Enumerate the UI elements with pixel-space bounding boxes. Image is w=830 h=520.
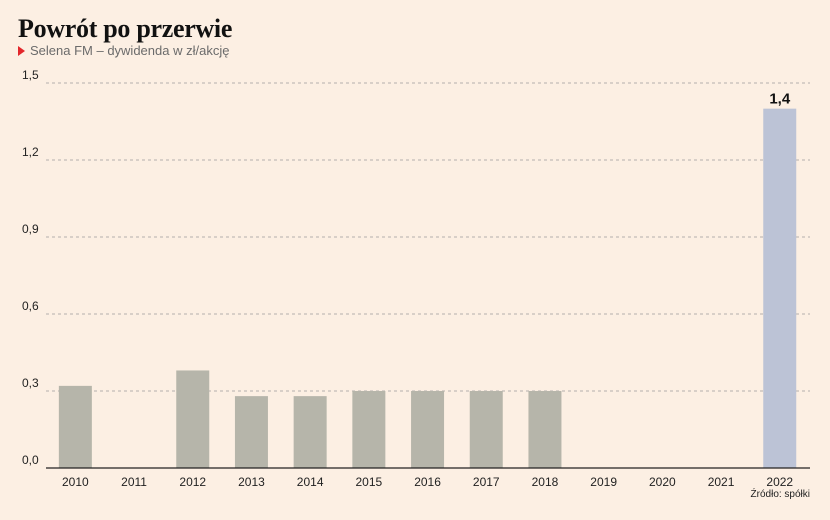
x-tick-label: 2010: [62, 475, 89, 489]
bar-2017: [469, 391, 503, 468]
y-tick-label: 0,3: [22, 376, 39, 390]
bar-2015: [352, 391, 386, 468]
y-tick-label: 1,2: [22, 145, 39, 159]
x-tick-label: 2017: [473, 475, 500, 489]
source-note: Źródło: spółki: [750, 489, 810, 500]
x-tick-label: 2020: [649, 475, 676, 489]
chart-subtitle: Selena FM – dywidenda w zł/akcję: [18, 43, 229, 58]
bar-2010: [58, 385, 92, 468]
y-tick-label: 0,9: [22, 222, 39, 236]
bar-2012: [176, 370, 210, 468]
x-tick-label: 2019: [590, 475, 617, 489]
x-tick-label: 2015: [355, 475, 382, 489]
y-tick-label: 1,5: [22, 68, 39, 82]
x-tick-label: 2012: [179, 475, 206, 489]
data-label-2022: 1,4: [769, 91, 791, 108]
bar-2013: [234, 396, 268, 468]
x-tick-label: 2018: [532, 475, 559, 489]
x-tick-label: 2016: [414, 475, 441, 489]
x-tick-label: 2013: [238, 475, 265, 489]
subtitle-text: Selena FM – dywidenda w zł/akcję: [30, 43, 230, 58]
x-tick-label: 2011: [121, 475, 147, 489]
bar-2022: [763, 108, 797, 469]
bar-2016: [411, 391, 445, 468]
x-tick-label: 2014: [297, 475, 324, 489]
x-tick-label: 2022: [766, 475, 793, 489]
y-tick-label: 0,6: [22, 299, 39, 313]
bar-2014: [293, 396, 327, 468]
triangle-marker-icon: [18, 45, 25, 56]
y-tick-label: 0,0: [22, 453, 39, 467]
x-tick-label: 2021: [708, 475, 735, 489]
bar-2018: [528, 391, 562, 468]
chart-title: Powrót po przerwie: [18, 14, 233, 43]
